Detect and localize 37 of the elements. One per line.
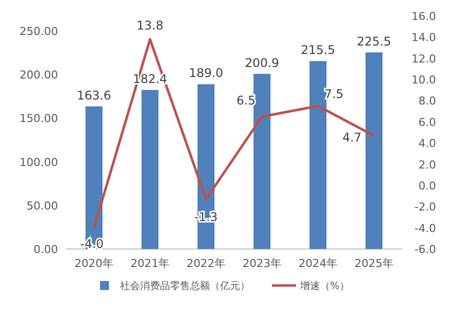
data-label: 215.5: [300, 43, 336, 58]
y-tick-label: 50.00: [26, 199, 58, 212]
x-tick-label: 2023年: [242, 257, 282, 270]
y-tick-label: 250.00: [20, 25, 58, 38]
bar: [310, 61, 326, 249]
bar: [142, 90, 158, 249]
bar: [254, 74, 270, 249]
y-tick-label: 100.00: [20, 156, 58, 169]
data-label: 4.7: [342, 130, 362, 145]
x-tick-label: 2022年: [186, 257, 226, 270]
y2-tick-label: 10.0: [412, 74, 436, 87]
y2-tick-label: 12.0: [412, 52, 436, 66]
data-label: 225.5: [356, 34, 392, 48]
y-tick-label: 0.00: [34, 243, 58, 256]
y2-tick-label: -4.0: [414, 222, 436, 235]
y2-tick-label: 4.0: [418, 137, 436, 150]
y2-tick-label: -6.0: [414, 243, 436, 256]
x-tick-label: 2020年: [74, 257, 114, 270]
data-label: 200.9: [244, 56, 280, 70]
y-tick-label: 150.00: [20, 112, 58, 126]
y2-tick-label: 16.0: [412, 10, 436, 23]
y2-tick-label: -2.0: [414, 200, 436, 214]
y2-tick-label: 6.0: [418, 116, 436, 129]
data-label: 13.8: [136, 18, 164, 32]
legend-label: 增速（%）: [299, 280, 350, 292]
y2-tick-label: 14.0: [412, 31, 436, 44]
y2-tick-label: 2.0: [418, 158, 436, 172]
x-tick-label: 2021年: [130, 257, 170, 270]
y2-tick-label: 8.0: [418, 94, 436, 108]
data-label: 163.6: [76, 88, 112, 102]
bar: [366, 52, 382, 249]
x-tick-label: 2025年: [354, 257, 394, 270]
x-tick-label: 2024年: [298, 257, 338, 270]
data-label: 189.0: [188, 66, 224, 80]
y2-tick-label: 0.0: [418, 179, 436, 192]
legend-label: 社会消费品零售总额（亿元）: [120, 280, 250, 292]
y-tick-label: 200.00: [20, 68, 58, 82]
